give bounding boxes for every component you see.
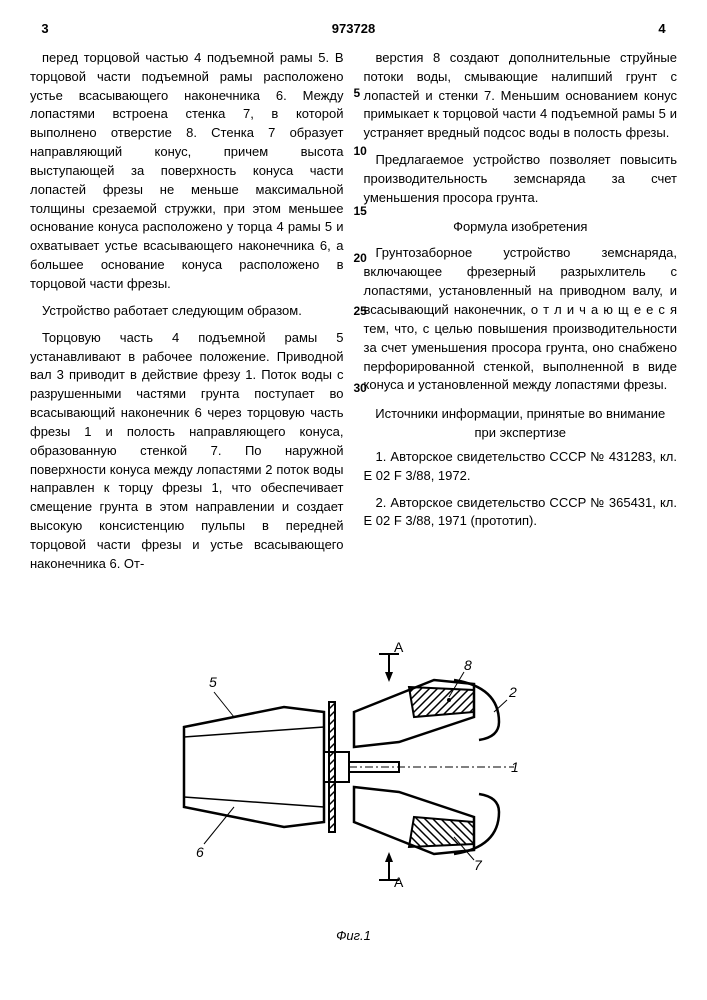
- source-1: 1. Авторское свидетельство СССР № 431283…: [364, 448, 678, 486]
- figure-lower-hatched-wall: [409, 817, 474, 847]
- figure-label-6: 6: [196, 844, 204, 860]
- figure-1: А А 5 6 8: [30, 612, 677, 947]
- figure-leader-5: [214, 692, 234, 717]
- figure-upper-hatched-wall: [409, 687, 474, 717]
- right-para-1: верстия 8 создают дополнительные струйны…: [364, 49, 678, 143]
- figure-label-2: 2: [508, 684, 517, 700]
- figure-label-5: 5: [209, 674, 217, 690]
- right-para-2: Предлагаемое устройство позволяет повыси…: [364, 151, 678, 208]
- figure-frame-line1: [184, 727, 324, 737]
- line-marker-10: 10: [354, 143, 367, 160]
- figure-label-1: 1: [511, 759, 519, 775]
- source-2: 2. Авторское свидетельство СССР № 365431…: [364, 494, 678, 532]
- left-para-3: Торцовую часть 4 подъемной рамы 5 устана…: [30, 329, 344, 574]
- left-para-2: Устройство работает следующим образом.: [30, 302, 344, 321]
- figure-shaft-block1: [324, 752, 349, 782]
- figure-arrow-label-top: А: [394, 639, 404, 655]
- figure-frame-body: [184, 707, 324, 827]
- figure-label-8: 8: [464, 657, 472, 673]
- figure-caption: Фиг.1: [30, 927, 677, 946]
- document-number: 973728: [60, 20, 647, 39]
- line-marker-5: 5: [354, 85, 361, 102]
- figure-arrow-label-bottom: А: [394, 874, 404, 890]
- figure-label-7: 7: [474, 857, 483, 873]
- figure-frame-line2: [184, 797, 324, 807]
- left-column: перед торцовой частью 4 подъемной рамы 5…: [30, 49, 344, 582]
- figure-svg: А А 5 6 8: [154, 612, 554, 912]
- formula-text: Грунтозаборное устройство земснаряда, вк…: [364, 244, 678, 395]
- figure-hole-8: [447, 698, 451, 702]
- left-para-1: перед торцовой частью 4 подъемной рамы 5…: [30, 49, 344, 294]
- right-column: верстия 8 создают дополнительные струйны…: [364, 49, 678, 582]
- figure-vertical-plate: [329, 702, 335, 832]
- figure-arrow-bottom-head: [385, 852, 393, 862]
- page-number-left: 3: [30, 20, 60, 39]
- sources-title: Источники информации, принятые во вниман…: [364, 405, 678, 443]
- line-marker-20: 20: [354, 250, 367, 267]
- page-number-right: 4: [647, 20, 677, 39]
- figure-arrow-top-head: [385, 672, 393, 682]
- line-marker-30: 30: [354, 380, 367, 397]
- line-marker-15: 15: [354, 203, 367, 220]
- formula-title: Формула изобретения: [364, 218, 678, 237]
- line-marker-25: 25: [354, 303, 367, 320]
